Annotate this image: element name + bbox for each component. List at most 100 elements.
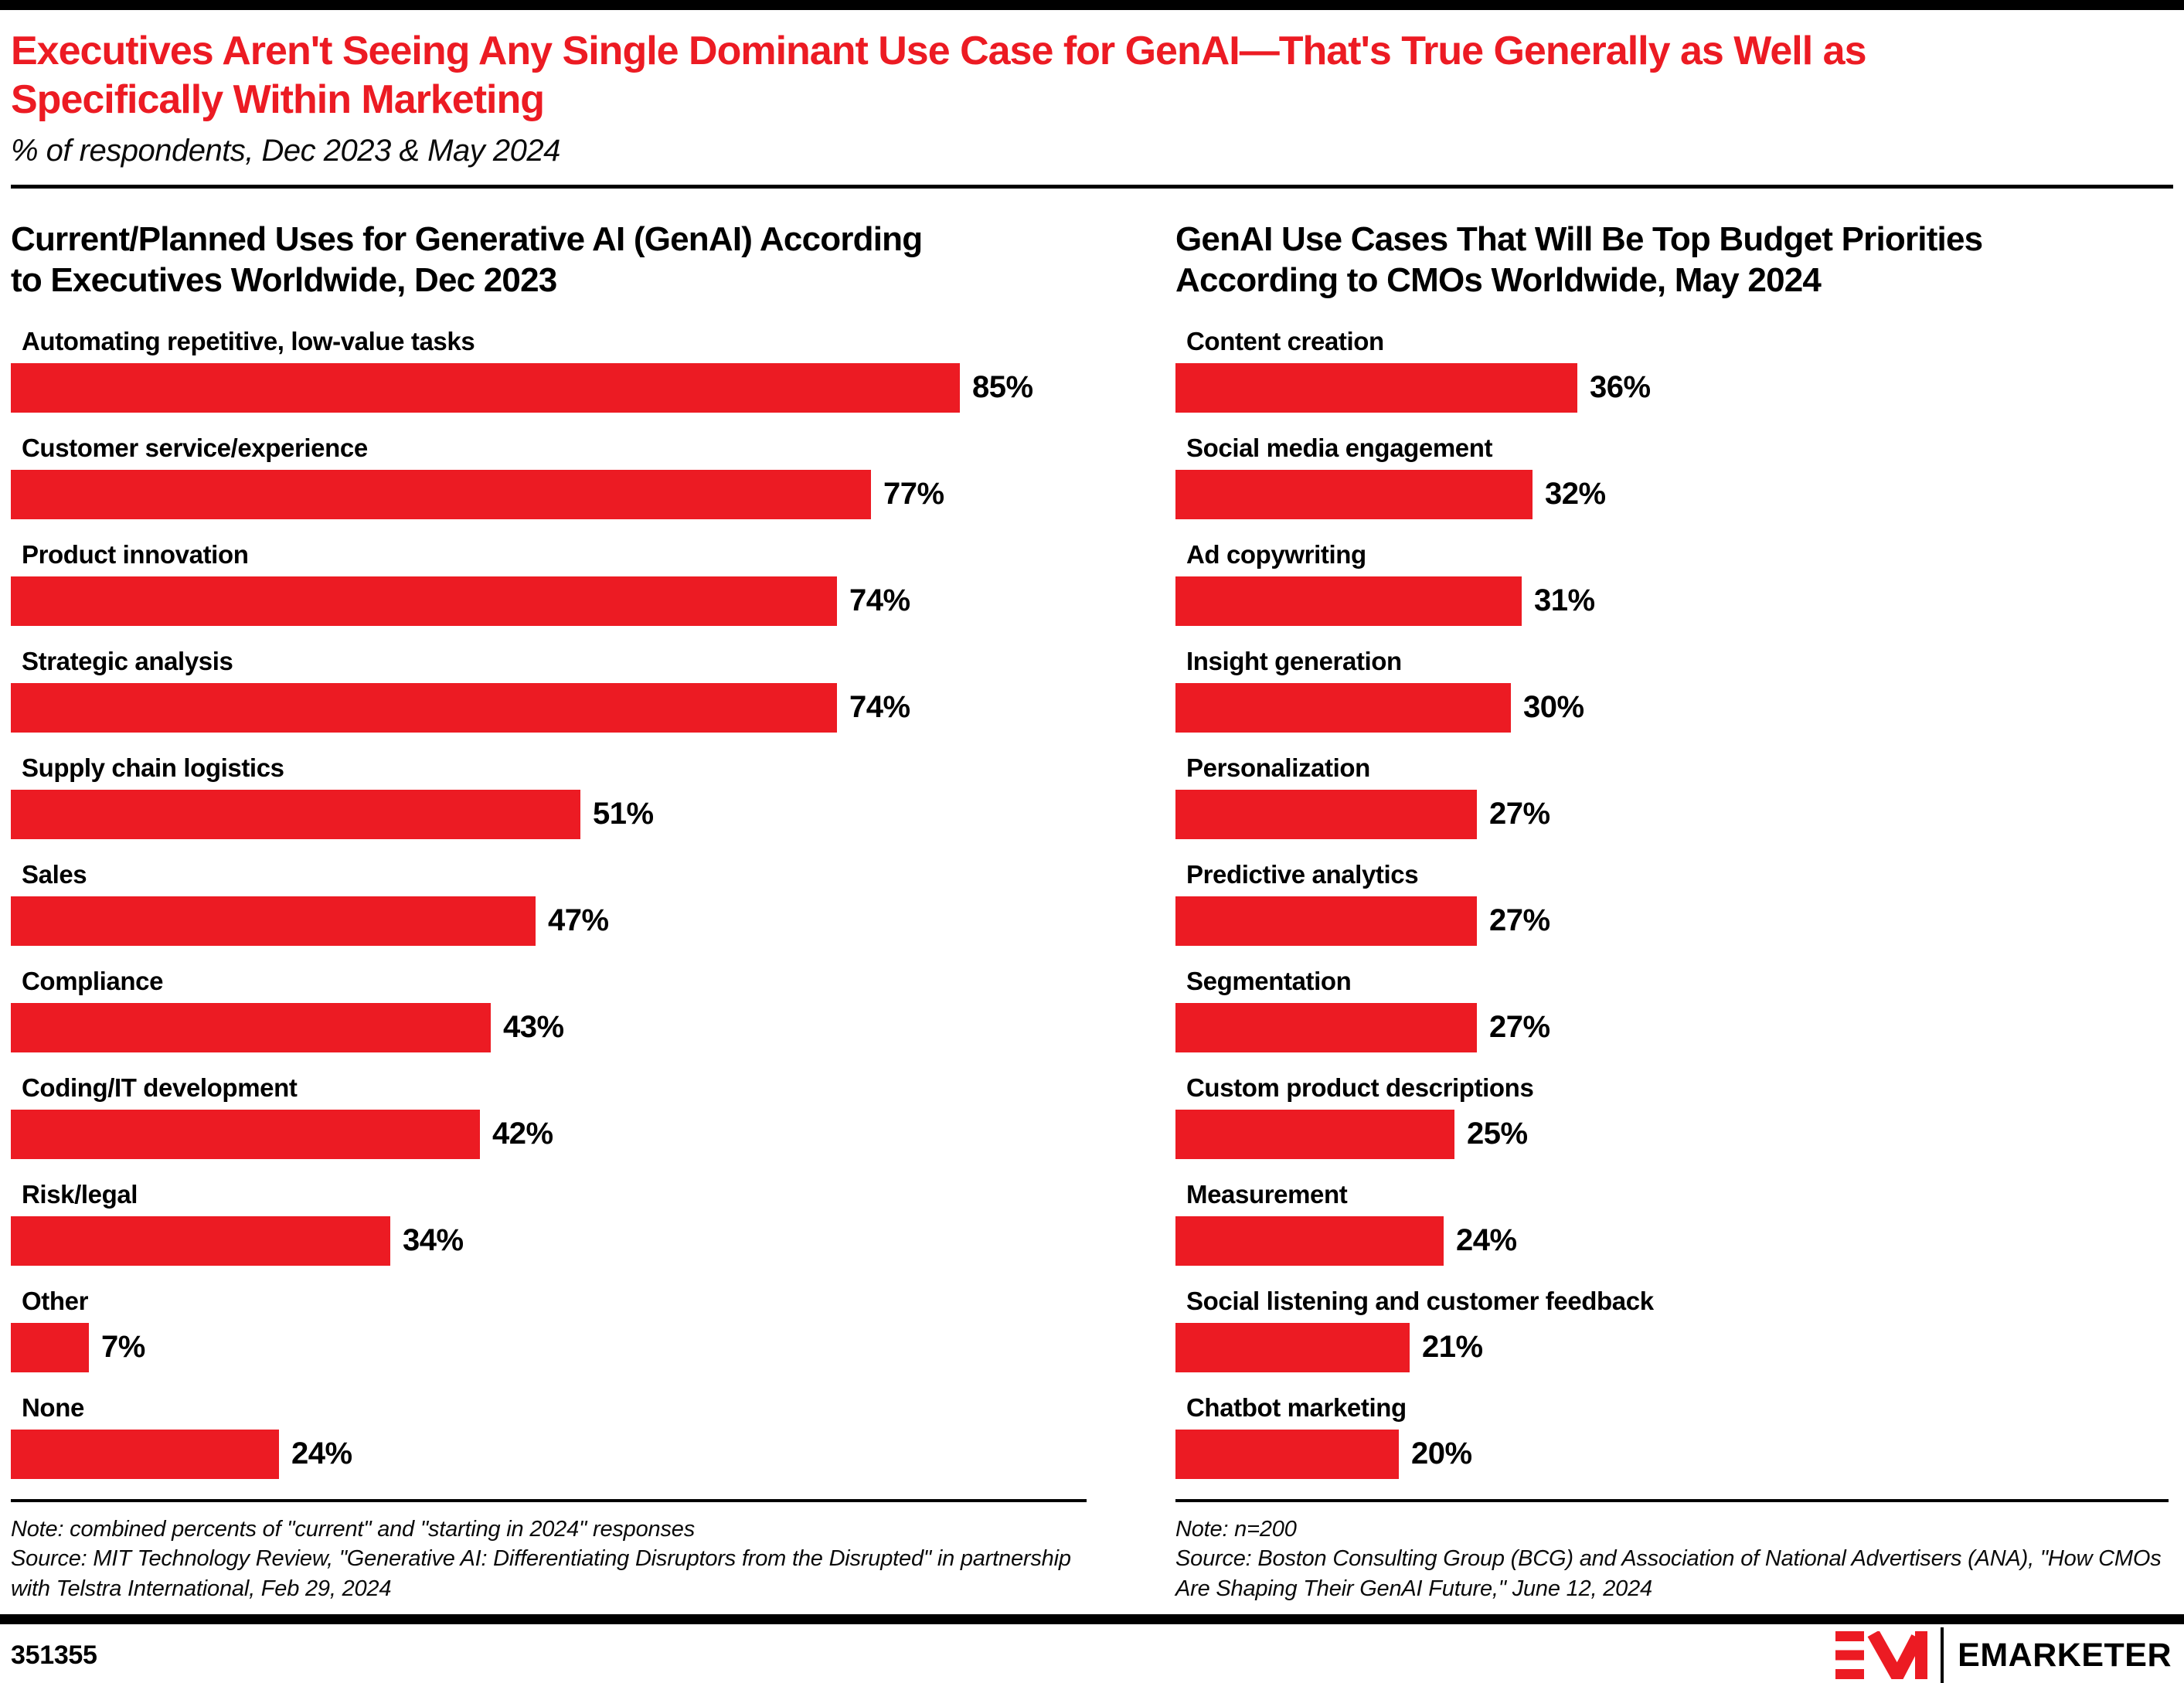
bar-row: Chatbot marketing 20% — [1175, 1392, 2169, 1479]
bar — [11, 789, 580, 839]
bar-row: Ad copywriting 31% — [1175, 539, 2169, 626]
source-text: Source: Boston Consulting Group (BCG) an… — [1175, 1546, 2162, 1601]
bar-row: Product innovation 74% — [11, 539, 1087, 626]
value-label: 85% — [972, 370, 1033, 405]
brand-name: EMARKETER — [1958, 1636, 2172, 1674]
bar-track: 27% — [1175, 789, 2169, 839]
value-label: 47% — [548, 903, 609, 938]
bar — [11, 1002, 491, 1052]
bar-track: 74% — [11, 576, 1087, 626]
chart-notes: Note: n=200 Source: Boston Consulting Gr… — [1175, 1515, 2169, 1604]
value-label: 74% — [849, 583, 910, 618]
logo-divider — [1941, 1627, 1944, 1683]
bar-row: Strategic analysis 74% — [11, 646, 1087, 733]
bar-track: 85% — [11, 362, 1087, 413]
bar-track: 20% — [1175, 1429, 2169, 1479]
bar-row: Customer service/experience 77% — [11, 433, 1087, 519]
bar-row: Personalization 27% — [1175, 753, 2169, 839]
value-label: 30% — [1523, 690, 1584, 725]
category-label: Customer service/experience — [22, 433, 368, 462]
bar — [1175, 682, 1511, 733]
category-label: Compliance — [22, 966, 164, 995]
category-label: Automating repetitive, low-value tasks — [22, 326, 475, 355]
bar — [11, 896, 536, 946]
value-label: 43% — [503, 1010, 564, 1045]
bar-row: Social listening and customer feedback 2… — [1175, 1286, 2169, 1372]
bar — [1175, 576, 1522, 626]
bar-row: Social media engagement 32% — [1175, 433, 2169, 519]
page-title: Executives Aren't Seeing Any Single Domi… — [11, 29, 1866, 122]
category-label: Predictive analytics — [1186, 859, 1419, 889]
bar-row: Custom product descriptions 25% — [1175, 1073, 2169, 1159]
bar-row: Sales 47% — [11, 859, 1087, 946]
category-label: Custom product descriptions — [1186, 1073, 1534, 1102]
value-label: 7% — [101, 1330, 145, 1365]
chart-title: Current/Planned Uses for Generative AI (… — [11, 219, 923, 299]
value-label: 24% — [1456, 1223, 1517, 1258]
bar-track: 27% — [1175, 896, 2169, 946]
top-black-bar — [0, 0, 2184, 10]
bar-track: 43% — [11, 1002, 1087, 1052]
bar-row: Coding/IT development 42% — [11, 1073, 1087, 1159]
value-label: 32% — [1545, 477, 1606, 512]
chart-id: 351355 — [11, 1640, 97, 1670]
bar-row: Other 7% — [11, 1286, 1087, 1372]
category-label: Insight generation — [1186, 646, 1402, 675]
source-text: Source: MIT Technology Review, "Generati… — [11, 1546, 1071, 1601]
bar — [1175, 1109, 1454, 1159]
category-label: Product innovation — [22, 539, 249, 569]
page-footer: 351355 EMARKETER — [11, 1627, 2172, 1683]
bar-row: None 24% — [11, 1392, 1087, 1479]
emarketer-logo: EMARKETER — [1835, 1627, 2172, 1683]
note-text: Note: n=200 — [1175, 1516, 1297, 1542]
report-header: Executives Aren't Seeing Any Single Domi… — [0, 10, 2184, 169]
bar — [1175, 469, 1533, 519]
category-label: Segmentation — [1186, 966, 1352, 995]
bar-track: 74% — [11, 682, 1087, 733]
bottom-black-bar — [0, 1614, 2184, 1624]
value-label: 42% — [492, 1117, 553, 1151]
bar — [1175, 1322, 1410, 1372]
category-label: Measurement — [1186, 1179, 1348, 1209]
category-label: Coding/IT development — [22, 1073, 298, 1102]
bar-track: 36% — [1175, 362, 2169, 413]
note-text: Note: combined percents of "current" and… — [11, 1516, 695, 1542]
value-label: 36% — [1590, 370, 1651, 405]
bar — [11, 682, 837, 733]
bar-row: Compliance 43% — [11, 966, 1087, 1052]
charts-container: Current/Planned Uses for Generative AI (… — [0, 219, 2184, 1604]
emarketer-logo-mark-icon — [1835, 1631, 1928, 1679]
value-label: 27% — [1489, 1010, 1550, 1045]
bar — [1175, 1216, 1444, 1266]
bar-track: 24% — [11, 1429, 1087, 1479]
value-label: 20% — [1411, 1436, 1472, 1471]
bar-rows: Automating repetitive, low-value tasks 8… — [11, 326, 1087, 1479]
bar-track: 32% — [1175, 469, 2169, 519]
category-label: Social listening and customer feedback — [1186, 1286, 1654, 1315]
bar-track: 77% — [11, 469, 1087, 519]
bar — [1175, 896, 1477, 946]
value-label: 27% — [1489, 903, 1550, 938]
page-subtitle: % of respondents, Dec 2023 & May 2024 — [11, 133, 560, 168]
value-label: 24% — [291, 1436, 352, 1471]
category-label: Chatbot marketing — [1186, 1392, 1407, 1422]
bar-track: 27% — [1175, 1002, 2169, 1052]
value-label: 27% — [1489, 797, 1550, 831]
category-label: Ad copywriting — [1186, 539, 1366, 569]
bar-track: 30% — [1175, 682, 2169, 733]
category-label: Sales — [22, 859, 87, 889]
category-label: Content creation — [1186, 326, 1384, 355]
bar-track: 25% — [1175, 1109, 2169, 1159]
bar — [1175, 362, 1577, 413]
bar-row: Segmentation 27% — [1175, 966, 2169, 1052]
bar-rows: Content creation 36% Social media engage… — [1175, 326, 2169, 1479]
category-label: Risk/legal — [22, 1179, 138, 1209]
bar — [11, 576, 837, 626]
chart-title: GenAI Use Cases That Will Be Top Budget … — [1175, 219, 1983, 299]
chart-cmos-may-2024: GenAI Use Cases That Will Be Top Budget … — [1175, 219, 2169, 1604]
bar-track: 51% — [11, 789, 1087, 839]
category-label: Strategic analysis — [22, 646, 233, 675]
value-label: 77% — [883, 477, 944, 512]
bar-row: Predictive analytics 27% — [1175, 859, 2169, 946]
